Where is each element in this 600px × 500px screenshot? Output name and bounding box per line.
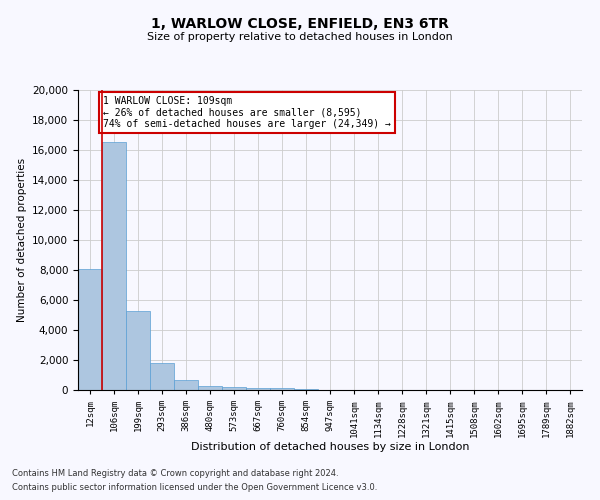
Text: 1, WARLOW CLOSE, ENFIELD, EN3 6TR: 1, WARLOW CLOSE, ENFIELD, EN3 6TR xyxy=(151,18,449,32)
Bar xyxy=(294,389,318,390)
Y-axis label: Number of detached properties: Number of detached properties xyxy=(17,158,26,322)
Bar xyxy=(102,142,126,390)
Bar xyxy=(150,363,174,390)
Text: Size of property relative to detached houses in London: Size of property relative to detached ho… xyxy=(147,32,453,42)
Bar xyxy=(198,386,222,390)
Bar xyxy=(78,269,102,390)
Bar xyxy=(222,387,246,390)
Bar xyxy=(174,380,198,390)
Text: Contains public sector information licensed under the Open Government Licence v3: Contains public sector information licen… xyxy=(12,484,377,492)
Bar xyxy=(126,310,150,390)
Text: Contains HM Land Registry data © Crown copyright and database right 2024.: Contains HM Land Registry data © Crown c… xyxy=(12,468,338,477)
Bar xyxy=(270,388,294,390)
Text: 1 WARLOW CLOSE: 109sqm
← 26% of detached houses are smaller (8,595)
74% of semi-: 1 WARLOW CLOSE: 109sqm ← 26% of detached… xyxy=(103,96,391,129)
Bar xyxy=(246,388,270,390)
X-axis label: Distribution of detached houses by size in London: Distribution of detached houses by size … xyxy=(191,442,469,452)
